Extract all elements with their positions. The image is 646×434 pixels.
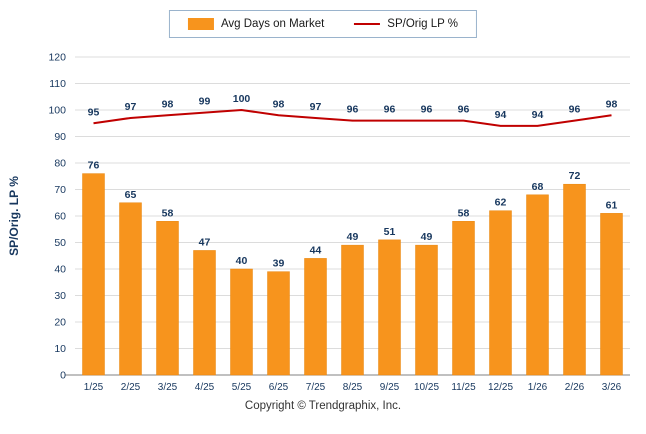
bar-value-label: 68 — [532, 181, 544, 193]
y-tick-label: 40 — [54, 264, 66, 276]
x-tick-label: 4/25 — [195, 382, 215, 393]
bar[interactable] — [415, 244, 438, 376]
line-value-label: 100 — [233, 93, 251, 105]
line-value-label: 96 — [569, 104, 581, 116]
y-tick-label: 120 — [48, 52, 66, 64]
x-tick-label: 5/25 — [232, 382, 252, 393]
y-tick-label: 80 — [54, 158, 66, 170]
line-value-label: 96 — [421, 104, 433, 116]
x-tick-label: 8/25 — [343, 382, 363, 393]
copyright-text: Copyright © Trendgraphix, Inc. — [244, 400, 402, 412]
y-tick-label: 90 — [54, 131, 66, 143]
chart-legend: Avg Days on Market SP/Orig LP % — [168, 10, 478, 38]
line-value-label: 98 — [273, 98, 285, 110]
bar[interactable] — [230, 268, 253, 376]
y-tick-label: 60 — [54, 211, 66, 223]
line-value-label: 96 — [347, 104, 359, 116]
x-tick-label: 9/25 — [380, 382, 400, 393]
bar[interactable] — [119, 202, 142, 376]
legend-item-bar: Avg Days on Market — [187, 18, 325, 30]
line-value-label: 98 — [606, 98, 618, 110]
x-tick-label: 6/25 — [269, 382, 289, 393]
bar-value-label: 44 — [310, 244, 322, 256]
line-value-label: 96 — [384, 104, 396, 116]
x-tick-label: 3/26 — [602, 382, 622, 393]
line-value-label: 97 — [310, 101, 322, 113]
bar[interactable] — [452, 221, 475, 376]
x-tick-label: 2/25 — [121, 382, 141, 393]
y-tick-label: 30 — [54, 290, 66, 302]
line-value-label: 97 — [125, 101, 137, 113]
bar-swatch-icon — [187, 18, 214, 30]
bar-value-label: 62 — [495, 197, 507, 209]
line-value-label: 94 — [495, 109, 507, 121]
y-axis-title: SP/Orig. LP % — [7, 176, 21, 256]
legend-label-line: SP/Orig LP % — [387, 18, 459, 30]
legend-item-line: SP/Orig LP % — [354, 18, 458, 30]
x-tick-label: 1/25 — [84, 382, 104, 393]
bar[interactable] — [600, 213, 623, 376]
x-tick-label: 1/26 — [528, 382, 548, 393]
bar[interactable] — [156, 221, 179, 376]
y-tick-label: 70 — [54, 184, 66, 196]
y-tick-label: 10 — [54, 343, 66, 355]
bar-value-label: 49 — [347, 231, 359, 243]
bar-value-label: 49 — [421, 231, 433, 243]
bar[interactable] — [526, 194, 549, 376]
line-value-label: 98 — [162, 98, 174, 110]
bar-value-label: 65 — [125, 189, 137, 201]
line-value-label: 99 — [199, 96, 211, 108]
line-swatch-icon — [354, 23, 381, 25]
y-tick-label: 0 — [60, 370, 66, 382]
bar-value-label: 72 — [569, 170, 581, 182]
line-series — [93, 108, 612, 127]
bar-value-label: 47 — [199, 236, 211, 248]
x-tick-label: 3/25 — [158, 382, 178, 393]
bar[interactable] — [267, 271, 290, 376]
line-value-label: 95 — [88, 106, 100, 118]
bar-value-label: 58 — [458, 207, 470, 219]
x-tick-label: 10/25 — [414, 382, 439, 393]
x-tick-label: 12/25 — [488, 382, 513, 393]
bar[interactable] — [82, 173, 105, 376]
bar[interactable] — [378, 239, 401, 376]
y-tick-label: 100 — [48, 105, 66, 117]
bar[interactable] — [489, 210, 512, 376]
bar-value-label: 76 — [88, 160, 100, 172]
bar-value-label: 58 — [162, 207, 174, 219]
x-tick-label: 11/25 — [451, 382, 476, 393]
bar[interactable] — [563, 183, 586, 376]
line-value-label: 96 — [458, 104, 470, 116]
line-value-label: 94 — [532, 109, 544, 121]
bar[interactable] — [341, 244, 364, 376]
bar-value-label: 39 — [273, 258, 285, 270]
x-tick-label: 2/26 — [565, 382, 585, 393]
bar-value-label: 61 — [606, 199, 618, 211]
y-tick-label: 20 — [54, 317, 66, 329]
y-tick-label: 110 — [49, 78, 66, 90]
bar-value-label: 40 — [236, 255, 248, 267]
bar[interactable] — [193, 250, 216, 376]
y-tick-label: 50 — [54, 237, 66, 249]
x-tick-label: 7/25 — [306, 382, 326, 393]
bar[interactable] — [304, 258, 327, 376]
bar-value-label: 51 — [384, 226, 396, 238]
legend-label-bar: Avg Days on Market — [220, 18, 325, 30]
